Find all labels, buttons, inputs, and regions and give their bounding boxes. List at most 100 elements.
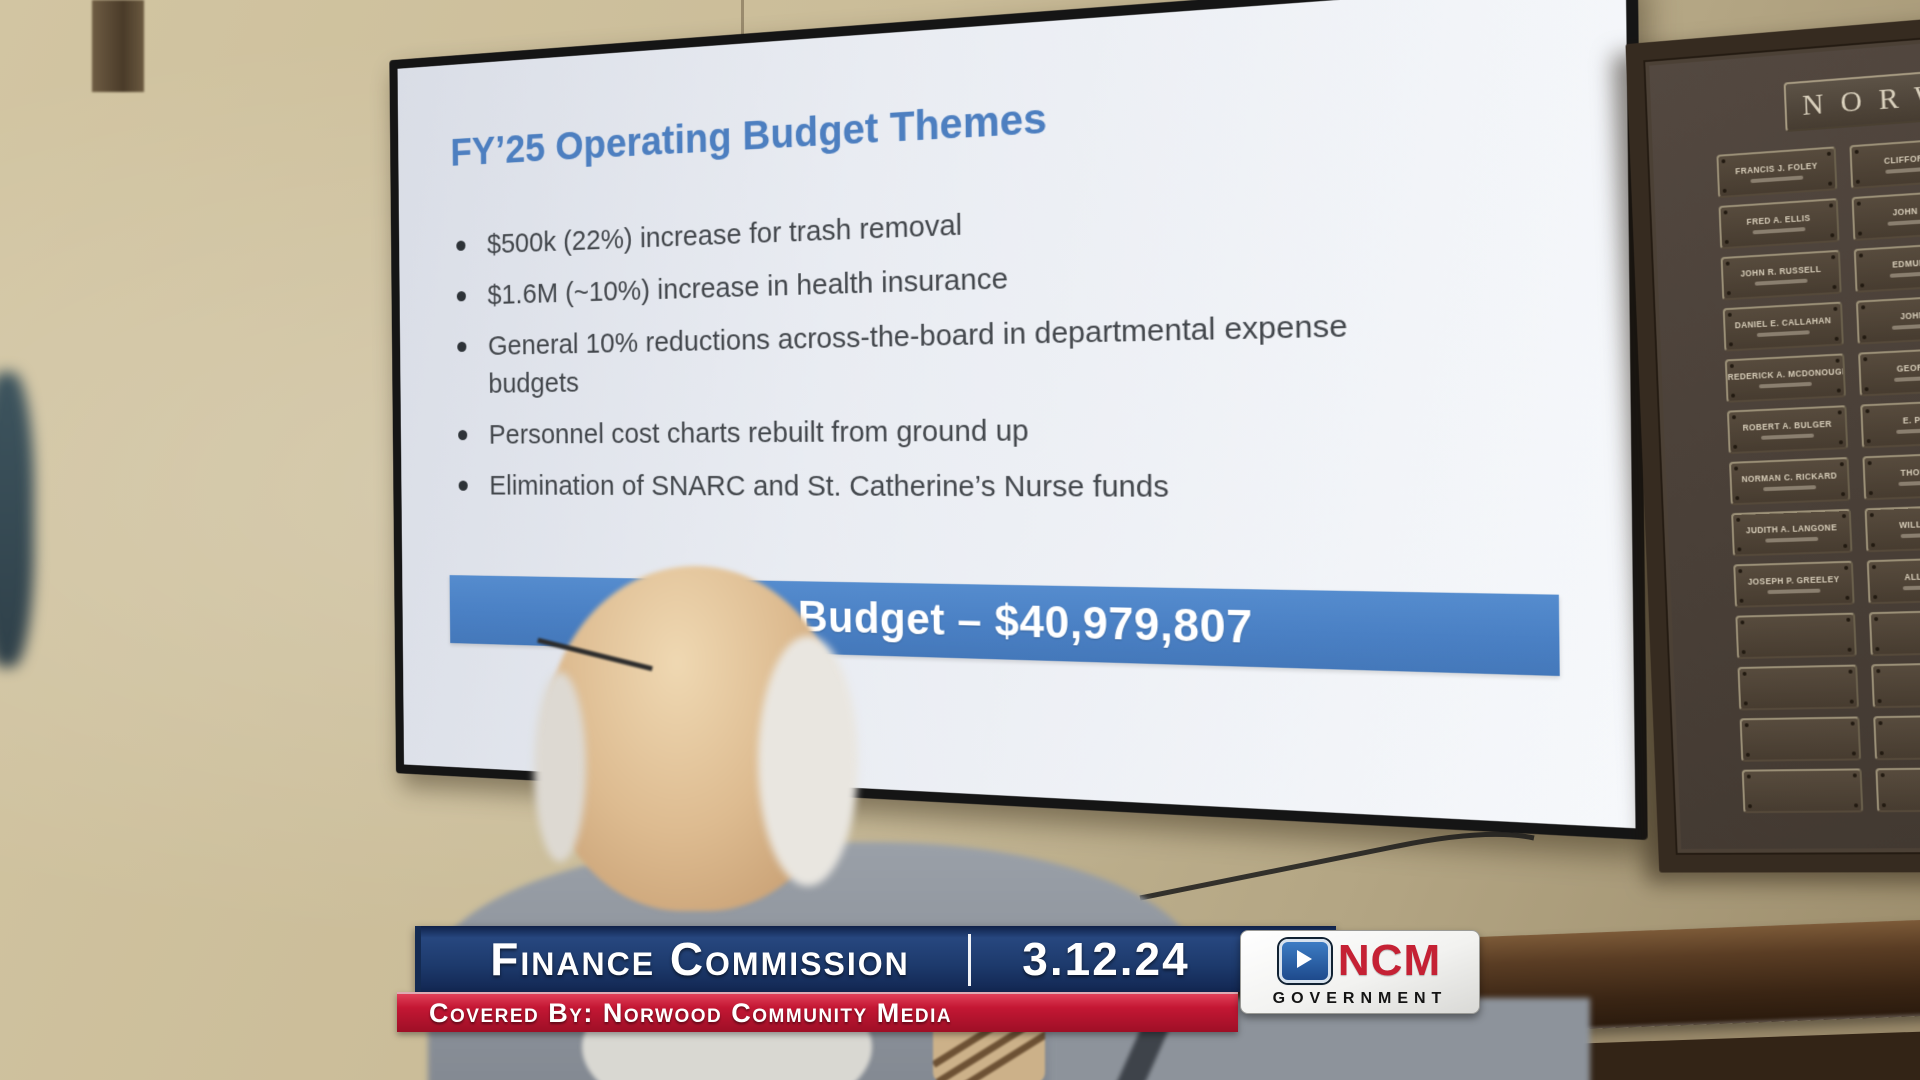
plaque-header-plate: NORWOOD [1783,59,1920,133]
slide-bullet: Elimination of SNARC and St. Catherine’s… [458,466,1461,510]
wall-mounted-tv: FY’25 Operating Budget Themes $500k (22%… [389,0,1648,841]
memorial-plaque: NORWOOD FRANCIS J. FOLEY FRED A. ELLIS J… [1625,5,1920,873]
chair-back [933,1006,1045,1080]
name-plate: JOHN J. C [1851,188,1920,241]
bullet-dot-icon [456,240,466,251]
plate-name: GEORGE T. [1896,361,1920,374]
blank-plate [1868,608,1920,657]
blank-plates [1868,608,1920,820]
name-plate: FREDERICK A. MCDONOUGH [1724,353,1847,403]
name-plate: FRED A. ELLIS [1718,198,1840,250]
bullet-text: Elimination of SNARC and St. Catherine’s… [489,469,1170,504]
plate-years [1750,175,1804,184]
plate-name: JUDITH A. LANGONE [1745,522,1838,536]
town-budget-banner: Town Budget – $40,979,807 [449,575,1560,677]
name-plate: EDMUND T. [1853,241,1920,293]
name-plate: THOMAS S. [1862,451,1920,501]
covered-by-text: Covered By: Norwood Community Media [429,997,953,1028]
bullet-text: $1.6M (~10%) increase in health insuranc… [487,262,1009,311]
plate-years [1885,165,1920,174]
plate-name: FRED A. ELLIS [1746,212,1811,227]
plate-years [1898,479,1920,487]
bullet-dot-icon [458,480,468,491]
plate-name: ROBERT A. BULGER [1742,418,1833,433]
bullet-dot-icon [456,291,466,302]
name-plate: ROBERT A. BULGER [1726,405,1849,455]
plate-years [1896,427,1920,434]
slide-bullet-list: $500k (22%) increase for trash removal $… [456,184,1461,526]
slide-bullet: General 10% reductions across-the-board … [457,303,1460,403]
name-plate: DANIEL E. CALLAHAN [1722,301,1844,352]
plate-name: EDMUND T. [1892,257,1920,270]
name-plate: JOHN W. [1855,293,1920,345]
plate-years [1887,218,1920,226]
plate-name: FREDERICK A. MCDONOUGH [1724,366,1847,383]
program-title: Finance Commission [490,933,910,985]
blank-plate [1873,714,1920,761]
name-plate: FRANCIS J. FOLEY [1716,146,1838,199]
plate-name: E. PETER [1902,413,1920,426]
plate-name: JOHN R. RUSSELL [1740,263,1822,279]
name-plate: E. PETER [1860,398,1920,449]
plate-years [1900,532,1920,539]
plaque-name-list: CLIFFORD B. JOHN J. C EDMUND T. JOHN W. … [1849,136,1920,612]
plate-name: THOMAS S. [1900,466,1920,478]
plate-years [1889,270,1920,278]
plate-years [1763,485,1817,492]
name-plate: WILLIAM J. T [1864,503,1920,553]
bullet-dot-icon [457,341,467,353]
blank-plate [1739,716,1862,762]
plate-name: NORMAN C. RICKARD [1741,470,1838,485]
shirt-collar [582,972,872,1080]
divider-line [968,934,971,986]
slide-title: FY’25 Operating Budget Themes [450,94,1048,175]
plaque-left-column: FRANCIS J. FOLEY FRED A. ELLIS JOHN R. R… [1716,146,1864,821]
plate-years [1891,322,1920,330]
plate-years [1754,278,1808,286]
name-plate: JOHN R. RUSSELL [1720,249,1842,301]
blurred-foreground-person [0,372,34,667]
slide-bullet: Personnel cost charts rebuilt from groun… [458,406,1461,453]
blank-plate [1735,612,1857,660]
plate-name: JOSEPH P. GREELEY [1747,574,1840,587]
blank-plate [1737,664,1859,711]
plate-years [1767,588,1821,595]
blank-plate [1741,768,1864,814]
plate-years [1758,381,1813,389]
name-plate: CLIFFORD B. [1849,136,1920,190]
plate-name: FRANCIS J. FOLEY [1735,160,1818,177]
bullet-text: $500k (22%) increase for trash removal [486,208,963,260]
plate-name: WILLIAM J. T [1898,518,1920,531]
plate-years [1893,375,1920,382]
name-plate: GEORGE T. [1858,346,1920,397]
tv-screen: FY’25 Operating Budget Themes $500k (22%… [397,0,1636,829]
door-frame-corner [92,0,144,92]
plate-name: DANIEL E. CALLAHAN [1734,315,1832,331]
plate-name: CLIFFORD B. [1883,152,1920,166]
tv-cable [1139,831,1535,901]
plaque-right-column: CLIFFORD B. JOHN J. C EDMUND T. JOHN W. … [1849,136,1920,820]
name-plate: ALLAN D. H [1866,556,1920,605]
plate-years [1752,227,1806,235]
wall-seam [741,0,744,38]
plate-name: JOHN W. [1899,309,1920,322]
bullet-dot-icon [458,429,468,440]
name-plate: JUDITH A. LANGONE [1731,508,1853,557]
plaque-header-text: NORWOOD [1801,67,1920,122]
blank-plate [1875,766,1920,813]
plate-name: ALLAN D. H [1904,571,1920,583]
name-plate: NORMAN C. RICKARD [1729,456,1851,506]
town-budget-text: Town Budget – $40,979,807 [682,590,1254,654]
blank-plates [1735,612,1864,821]
plate-years [1756,330,1810,338]
plate-years [1765,536,1819,543]
bullet-text: General 10% reductions across-the-board … [487,309,1348,399]
bullet-text: Personnel cost charts rebuilt from groun… [488,414,1029,450]
plate-years [1902,584,1920,591]
plaque-name-list: FRANCIS J. FOLEY FRED A. ELLIS JOHN R. R… [1716,146,1855,615]
plate-years [1760,433,1815,440]
blank-plate [1871,661,1920,709]
plaque-field: NORWOOD FRANCIS J. FOLEY FRED A. ELLIS J… [1649,31,1920,849]
plate-name: JOHN J. C [1892,205,1920,218]
